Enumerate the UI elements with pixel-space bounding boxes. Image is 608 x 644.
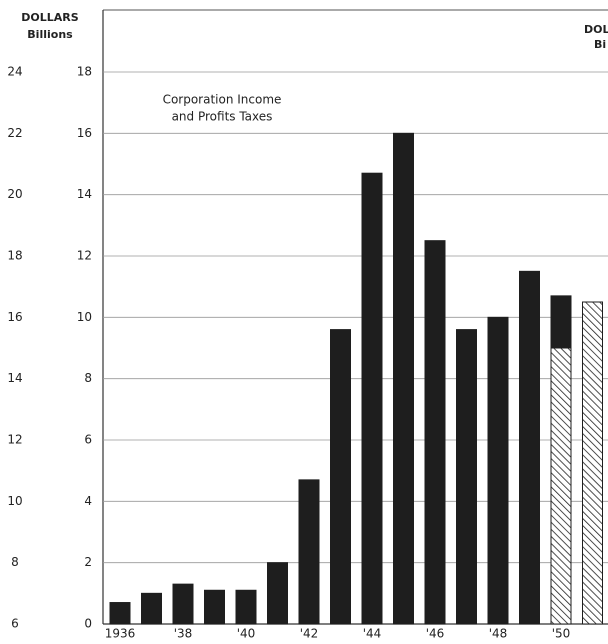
y2-tick-label: 20 [7,187,22,201]
annotation: and Profits Taxes [172,110,273,124]
y-axis-label: DOLLARS [21,11,78,24]
y2-axis-label: DOL [584,23,608,36]
bar [550,347,572,625]
x-tick-label: '40 [237,627,256,641]
y-tick-label: 2 [84,555,92,569]
bar [487,316,509,625]
y2-tick-label: 8 [11,555,19,569]
x-tick-label: 1936 [105,627,136,641]
x-tick-label: '38 [174,627,193,641]
y2-tick-label: 14 [7,371,22,385]
x-tick-label: '46 [426,627,445,641]
bar [424,240,446,625]
bar [267,562,288,625]
y2-tick-label: 16 [7,310,22,324]
x-tick-label: '50 [552,627,571,641]
y-tick-label: 6 [84,433,92,447]
y-tick-label: 14 [77,187,92,201]
y2-tick-label: 24 [7,65,22,79]
bar [582,301,603,625]
y-tick-label: 18 [77,65,92,79]
y2-tick-label: 10 [7,494,22,508]
bar [456,329,477,625]
bar [361,172,383,625]
y2-tick-label: 6 [11,617,19,631]
annotation: Corporation Income [163,93,282,107]
y-tick-label: 4 [84,494,92,508]
bar [109,602,131,625]
y2-tick-label: 18 [7,249,22,263]
bar [235,589,257,625]
bar [519,270,540,625]
y-axis-label: Billions [27,28,73,41]
y2-tick-label: 12 [7,433,22,447]
bar [550,295,572,349]
bar [298,479,320,625]
bar [172,583,194,625]
bar [393,132,414,625]
bar [330,329,351,625]
bar [204,589,225,625]
bar [141,592,162,625]
y-tick-label: 8 [84,371,92,385]
y-tick-label: 10 [77,310,92,324]
y-tick-label: 16 [77,126,92,140]
x-tick-label: '48 [489,627,508,641]
y-tick-label: 0 [84,617,92,631]
y2-tick-label: 22 [7,126,22,140]
x-tick-label: '44 [363,627,382,641]
x-tick-label: '42 [300,627,319,641]
y-tick-label: 12 [77,249,92,263]
y2-axis-label: Bi [594,38,606,51]
